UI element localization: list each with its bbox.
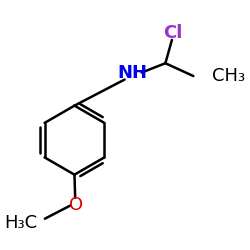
Text: H₃C: H₃C — [4, 214, 37, 232]
Text: NH: NH — [118, 64, 148, 82]
Text: O: O — [68, 196, 83, 214]
Text: Cl: Cl — [163, 24, 182, 42]
Text: CH₃: CH₃ — [212, 67, 245, 85]
